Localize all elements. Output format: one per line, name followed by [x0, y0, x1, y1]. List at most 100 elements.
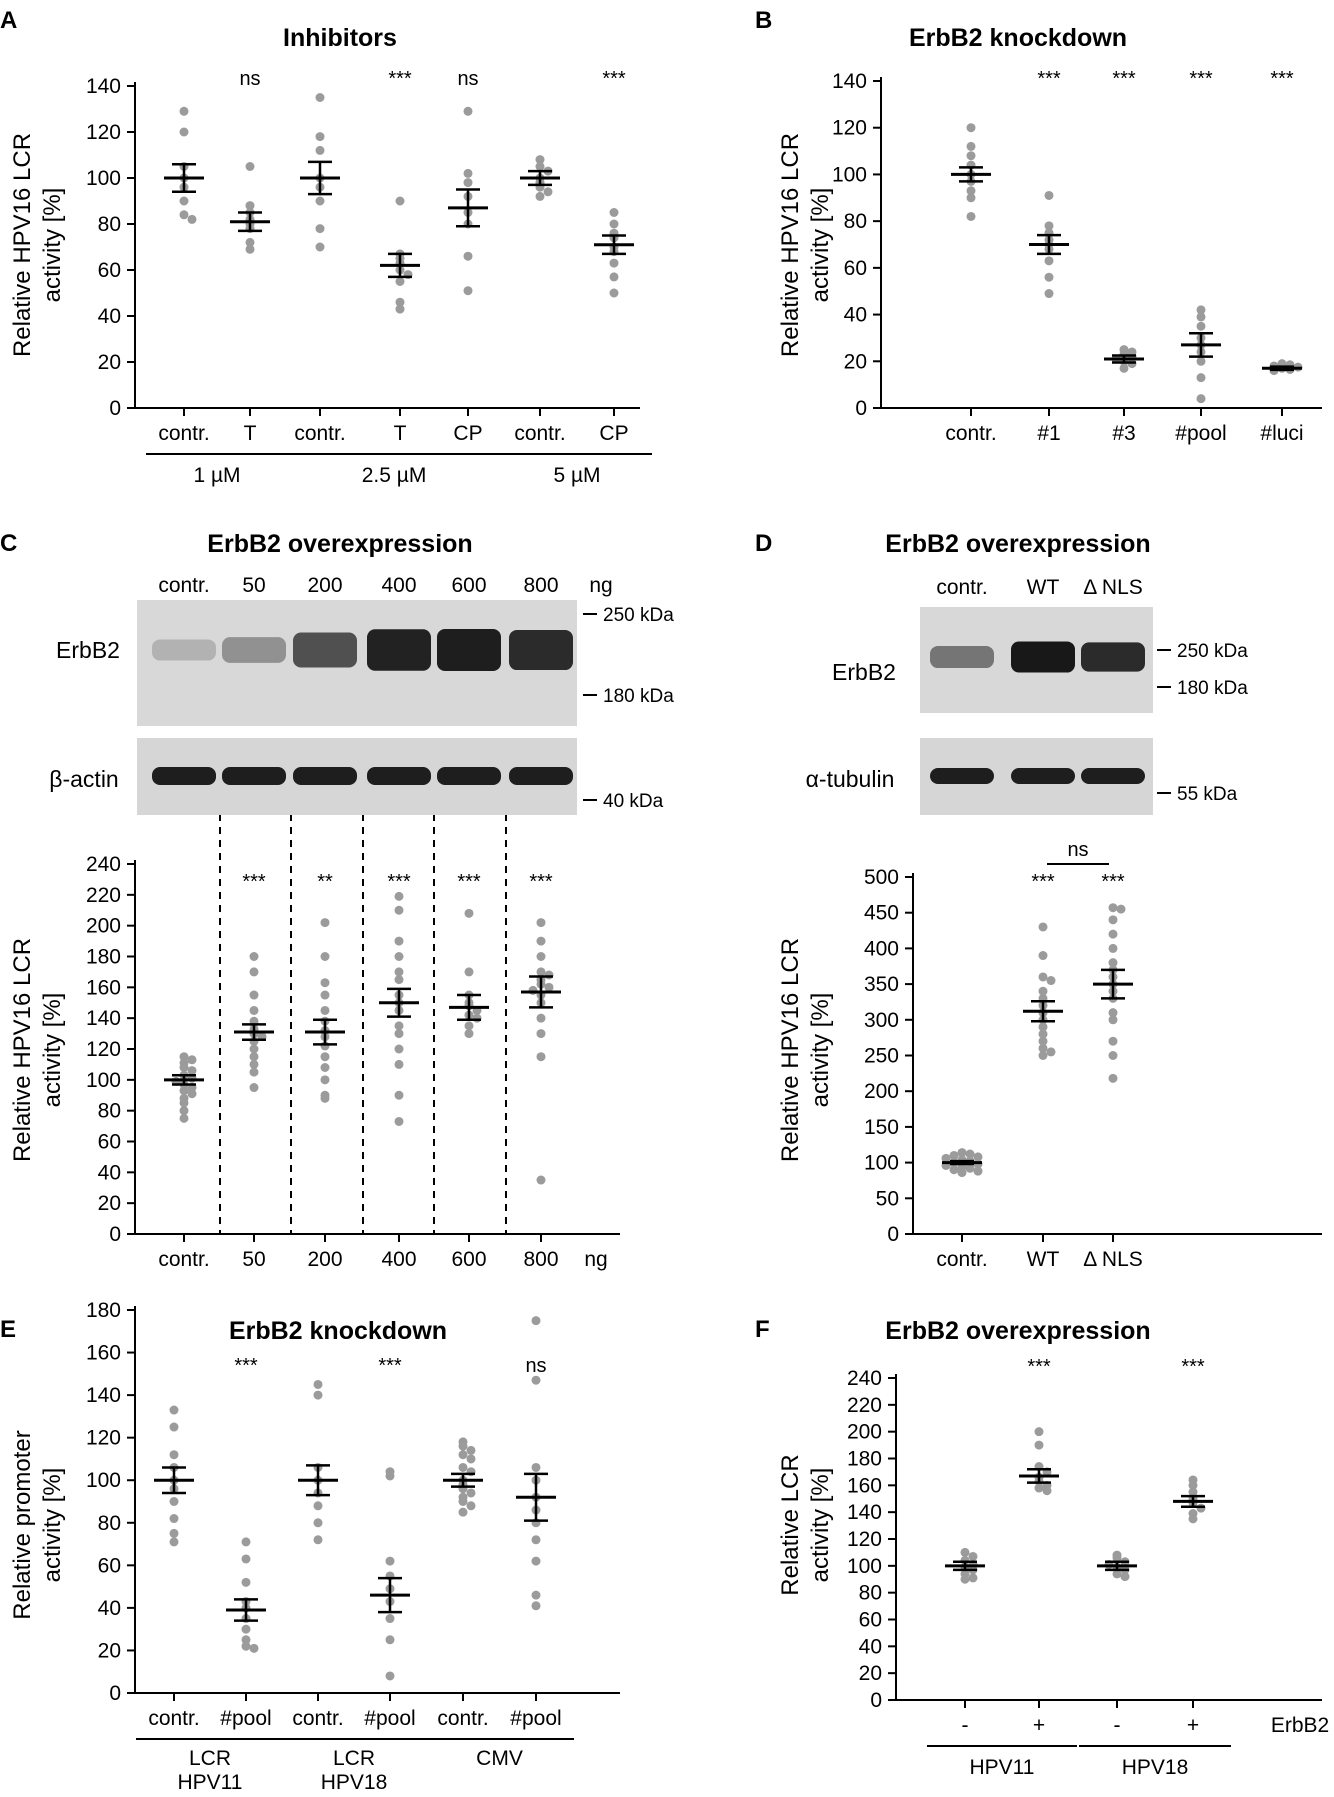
data-point — [187, 1066, 197, 1076]
data-point — [1108, 903, 1118, 913]
data-point — [965, 1149, 975, 1159]
x-tick-label: #pool — [510, 1707, 561, 1730]
y-tick-label: 80 — [98, 1512, 121, 1535]
data-point — [320, 1075, 330, 1085]
blot-lane-label: contr. — [936, 576, 987, 599]
y-tick-label: 160 — [847, 1474, 882, 1497]
y-axis-label: activity [%] — [39, 1468, 66, 1583]
data-point — [385, 1671, 395, 1681]
data-point — [1108, 958, 1118, 968]
data-point — [394, 905, 404, 915]
data-point — [1038, 1029, 1048, 1039]
data-point — [531, 1601, 541, 1611]
x-tick-label: Δ NLS — [1083, 1248, 1143, 1271]
panel-label: B — [755, 7, 772, 34]
y-tick-label: 400 — [864, 937, 899, 960]
significance-label: *** — [1037, 68, 1061, 90]
data-point — [463, 106, 473, 116]
data-point — [531, 1375, 541, 1385]
data-point — [966, 123, 976, 133]
group-label: HPV11 — [178, 1771, 243, 1794]
data-point — [1046, 1047, 1056, 1057]
data-point — [241, 1641, 251, 1651]
data-column — [594, 208, 634, 298]
data-point — [315, 242, 325, 252]
y-axis-label: Relative HPV16 LCR — [777, 133, 804, 357]
data-point — [394, 1116, 404, 1126]
western-blot: contr. WT Δ NLS ErbB2 α-tubulin 250 kDa 180 kD… — [806, 576, 1248, 815]
data-point — [179, 1052, 189, 1062]
data-column — [448, 106, 488, 296]
x-tick-label: #pool — [364, 1707, 415, 1730]
data-point — [531, 1462, 541, 1472]
group-label: 5 µM — [553, 464, 600, 487]
chart-title: Inhibitors — [283, 24, 397, 52]
data-point — [1108, 1051, 1118, 1060]
y-tick-label: 100 — [847, 1555, 882, 1578]
x-tick-label: contr. — [945, 422, 996, 445]
data-point — [245, 201, 255, 211]
data-column — [443, 1437, 483, 1517]
panel-e: E ErbB2 knockdown 0 20 40 60 80 100 120 140 160 180… — [0, 1299, 620, 1794]
significance-label: *** — [387, 871, 411, 893]
erbb2-band — [222, 637, 286, 663]
data-column — [521, 918, 561, 1185]
y-tick-label: 100 — [86, 1069, 121, 1092]
x-tick-label: - — [1114, 1714, 1121, 1737]
data-column — [1029, 190, 1069, 299]
data-point — [313, 1501, 323, 1511]
y-tick-label: 60 — [98, 1131, 121, 1154]
data-point — [966, 141, 976, 151]
y-axis-label: activity [%] — [39, 993, 66, 1108]
data-point — [385, 1471, 395, 1481]
y-tick-label: 200 — [86, 915, 121, 938]
data-point — [187, 1089, 197, 1099]
data-point — [241, 1635, 251, 1645]
data-point — [249, 1083, 259, 1093]
significance-label: *** — [388, 68, 412, 90]
panel-a: A Inhibitors 0 20 40 60 80 100 120 140 Relative HP… — [0, 7, 652, 487]
data-point — [464, 1021, 474, 1031]
loading-control-band — [930, 768, 994, 784]
data-point — [535, 155, 545, 165]
y-tick-label: 180 — [847, 1448, 882, 1471]
data-point — [466, 1488, 476, 1498]
y-tick-label: 60 — [98, 1554, 121, 1577]
size-marker-label: 180 kDa — [1177, 678, 1248, 699]
y-tick-label: 100 — [86, 1469, 121, 1492]
data-point — [169, 1537, 179, 1547]
data-column — [951, 123, 991, 221]
data-point — [1038, 922, 1048, 932]
erbb2-band — [152, 639, 216, 661]
data-column — [380, 196, 420, 314]
data-point — [536, 1013, 546, 1023]
data-point — [394, 936, 404, 946]
data-point — [472, 1013, 482, 1023]
data-point — [1188, 1514, 1198, 1524]
data-point — [1196, 373, 1206, 383]
data-point — [1044, 289, 1054, 299]
data-point — [179, 1086, 189, 1096]
data-point — [949, 1150, 959, 1160]
data-point — [1112, 1553, 1122, 1563]
size-marker-label: 180 kDa — [603, 686, 674, 707]
data-point — [973, 1152, 983, 1162]
data-point — [960, 1547, 970, 1557]
data-point — [1119, 363, 1129, 373]
western-blot: contr. 50 200 400 600 800 ng ErbB2 β-actin 250 kD… — [49, 574, 674, 815]
data-column — [1262, 359, 1303, 376]
data-point — [941, 1153, 951, 1163]
data-point — [395, 304, 405, 314]
y-tick-label: 60 — [844, 257, 867, 280]
data-point — [179, 1098, 189, 1108]
y-tick-label: 120 — [86, 121, 121, 144]
blot-membrane — [137, 600, 577, 726]
data-point — [1108, 915, 1118, 925]
data-point — [1108, 1015, 1118, 1025]
y-axis-label: activity [%] — [39, 188, 66, 303]
significance-label: *** — [234, 1355, 258, 1377]
x-tick-label: CP — [453, 422, 482, 445]
panel-label: D — [755, 530, 772, 557]
significance-label: *** — [1101, 871, 1125, 893]
data-point — [385, 1614, 395, 1624]
